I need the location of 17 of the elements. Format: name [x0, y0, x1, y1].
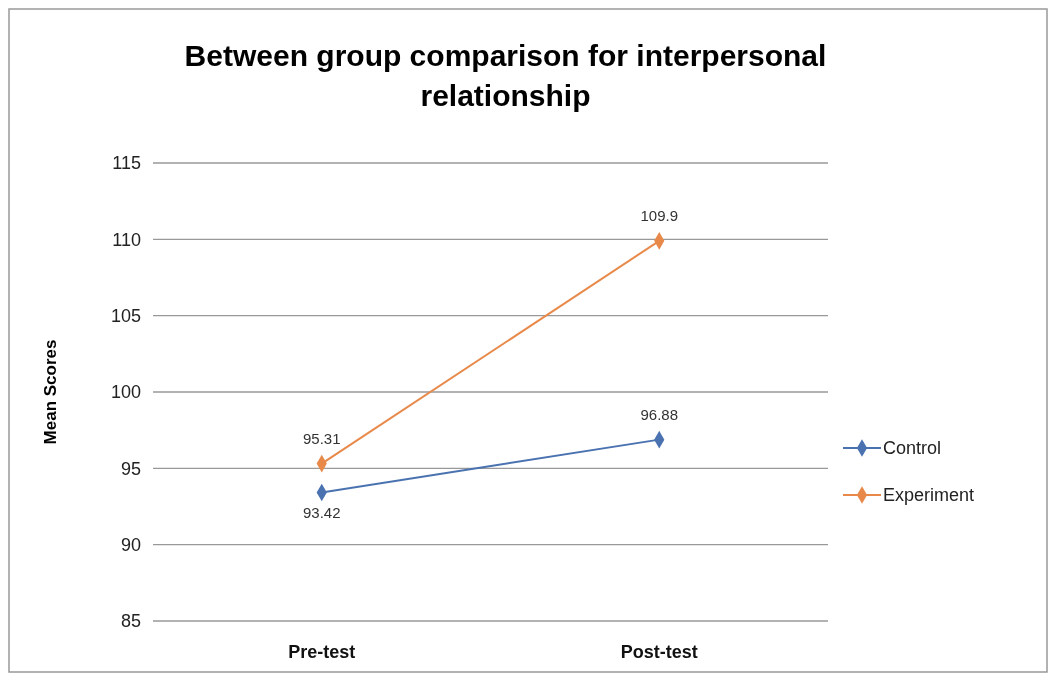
- y-tick-label: 115: [112, 153, 141, 174]
- y-tick-label: 100: [110, 382, 141, 403]
- y-tick-label: 90: [120, 534, 141, 555]
- y-axis-title: Mean Scores: [41, 339, 60, 445]
- y-tick-label: 95: [120, 458, 141, 479]
- data-label: 95.31: [302, 429, 341, 447]
- y-tick-label: 110: [112, 229, 141, 250]
- legend-label: Control: [883, 438, 942, 459]
- legend-label: Experiment: [883, 485, 975, 506]
- x-tick-label: Pre-test: [288, 642, 356, 662]
- data-label: 96.88: [640, 405, 679, 423]
- data-label: 93.42: [302, 504, 341, 522]
- x-tick-label: Post-test: [620, 642, 698, 662]
- y-tick-label: 85: [120, 611, 141, 632]
- y-tick-label: 105: [110, 305, 141, 326]
- data-label: 109.9: [640, 206, 679, 224]
- chart-title: Between group comparison for interpersonal relationship: [184, 39, 827, 112]
